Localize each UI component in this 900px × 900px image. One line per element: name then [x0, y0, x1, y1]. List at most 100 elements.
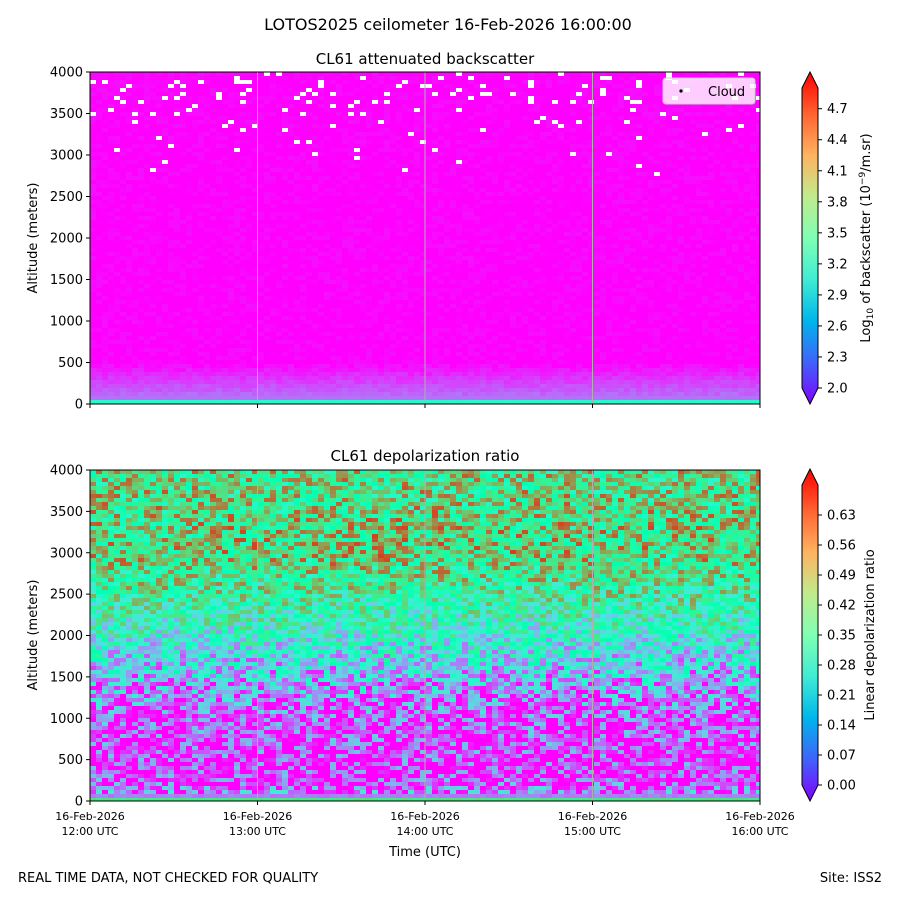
heatmap-cell: [570, 76, 576, 80]
heatmap-cell: [720, 72, 726, 76]
heatmap-cell: [450, 148, 456, 152]
heatmap-cell: [756, 196, 760, 200]
heatmap-cell: [516, 72, 522, 76]
heatmap-cell: [246, 244, 252, 248]
heatmap-cell: [180, 84, 186, 88]
heatmap-cell: [360, 120, 366, 124]
heatmap-cell: [720, 212, 726, 216]
heatmap-cell: [678, 208, 684, 212]
heatmap-cell: [258, 136, 264, 140]
heatmap-cell: [120, 144, 126, 148]
heatmap-cell: [210, 108, 216, 112]
heatmap-cell: [330, 84, 336, 88]
heatmap-cell: [606, 128, 612, 132]
heatmap-cell: [636, 116, 642, 120]
heatmap-cell: [492, 184, 498, 188]
heatmap-cell: [642, 232, 648, 236]
heatmap-cell: [222, 232, 228, 236]
heatmap-cell: [576, 76, 582, 80]
heatmap-cell: [270, 216, 276, 220]
heatmap-cell: [264, 84, 270, 88]
heatmap-cell: [630, 156, 636, 160]
heatmap-cell: [366, 236, 372, 240]
heatmap-cell: [702, 168, 708, 172]
heatmap-cell: [384, 104, 390, 108]
heatmap-cell: [522, 224, 528, 228]
heatmap-cell: [438, 160, 444, 164]
heatmap-cell: [672, 120, 678, 124]
heatmap-cell: [528, 144, 534, 148]
heatmap-cell: [162, 156, 168, 160]
heatmap-cell: [204, 180, 210, 184]
heatmap-cell: [156, 152, 162, 156]
heatmap-cell: [546, 228, 552, 232]
heatmap-cell: [354, 172, 360, 176]
heatmap-cell: [726, 152, 732, 156]
heatmap-cell: [558, 180, 564, 184]
heatmap-cell: [264, 184, 270, 188]
heatmap-cell: [570, 200, 576, 204]
heatmap-cell: [594, 232, 600, 236]
heatmap-cell: [516, 96, 522, 100]
heatmap-cell: [498, 140, 504, 144]
heatmap-cell: [546, 112, 552, 116]
heatmap-cell: [276, 172, 282, 176]
heatmap-cell: [96, 236, 102, 240]
heatmap-cell: [384, 172, 390, 176]
heatmap-cell: [186, 168, 192, 172]
heatmap-cell: [504, 104, 510, 108]
heatmap-cell: [258, 216, 264, 220]
heatmap-cell: [654, 112, 660, 116]
heatmap-cell: [690, 216, 696, 220]
heatmap-cell: [486, 116, 492, 120]
heatmap-cell: [528, 124, 534, 128]
heatmap-cell: [156, 100, 162, 104]
heatmap-cell: [306, 108, 312, 112]
heatmap-cell: [354, 180, 360, 184]
heatmap-cell: [270, 220, 276, 224]
heatmap-cell: [306, 104, 312, 108]
heatmap-cell: [156, 184, 162, 188]
heatmap-cell: [594, 220, 600, 224]
heatmap-cell: [540, 96, 546, 100]
heatmap-cell: [90, 232, 96, 236]
heatmap-cell: [390, 116, 396, 120]
heatmap-cell: [252, 176, 258, 180]
heatmap-cell: [510, 84, 516, 88]
heatmap-cell: [216, 184, 222, 188]
heatmap-cell: [162, 148, 168, 152]
heatmap-cell: [288, 224, 294, 228]
heatmap-cell: [342, 116, 348, 120]
heatmap-cell: [672, 220, 678, 224]
heatmap-cell: [708, 224, 714, 228]
heatmap-cell: [750, 160, 756, 164]
heatmap-cell: [222, 100, 228, 104]
heatmap-cell: [438, 196, 444, 200]
heatmap-cell: [528, 164, 534, 168]
heatmap-cell: [240, 244, 246, 248]
heatmap-cell: [546, 72, 552, 76]
heatmap-cell: [696, 144, 702, 148]
heatmap-cell: [360, 196, 366, 200]
heatmap-cell: [540, 124, 546, 128]
heatmap-cell: [390, 88, 396, 92]
heatmap-cell: [678, 220, 684, 224]
heatmap-cell: [408, 212, 414, 216]
heatmap-cell: [504, 112, 510, 116]
heatmap-cell: [372, 172, 378, 176]
heatmap-cell: [648, 100, 654, 104]
heatmap-cell: [474, 188, 480, 192]
heatmap-cell: [360, 208, 366, 212]
heatmap-cell: [654, 80, 660, 84]
heatmap-cell: [636, 152, 642, 156]
heatmap-cell: [600, 144, 606, 148]
heatmap-cell: [198, 132, 204, 136]
heatmap-cell: [480, 128, 486, 132]
heatmap-cell: [204, 220, 210, 224]
heatmap-cell: [384, 140, 390, 144]
heatmap-cell: [468, 180, 474, 184]
heatmap-cell: [672, 124, 678, 128]
heatmap-cell: [234, 152, 240, 156]
heatmap-cell: [246, 152, 252, 156]
heatmap-cell: [264, 124, 270, 128]
